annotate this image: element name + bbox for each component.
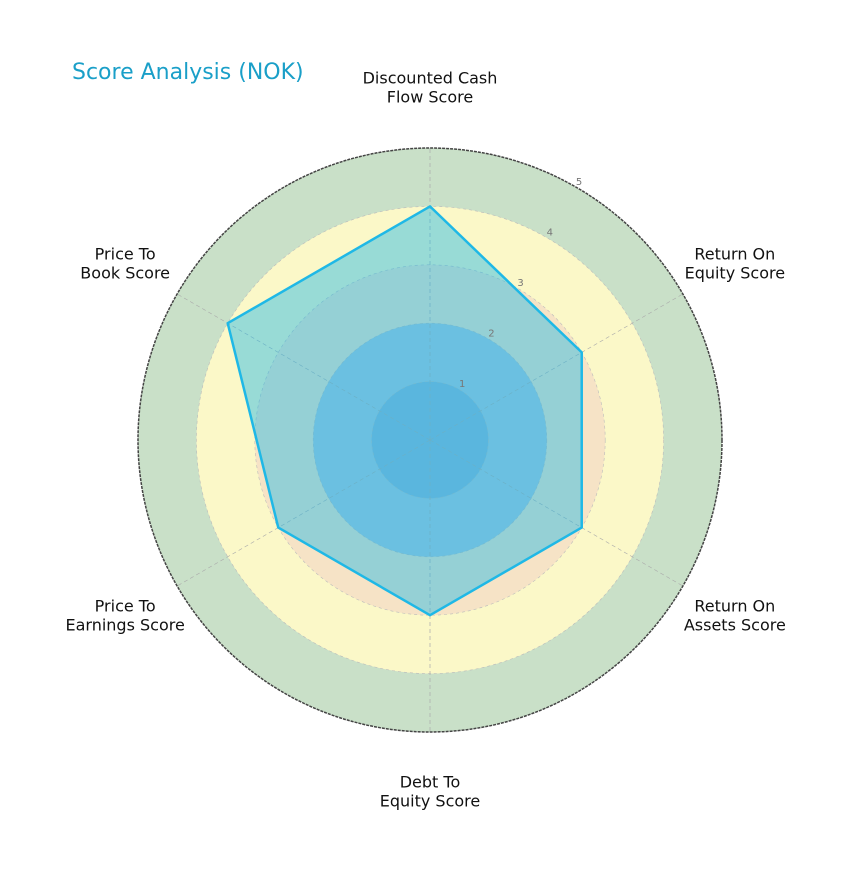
category-label: Return On Assets Score: [684, 596, 786, 634]
r-tick-label: 1: [459, 379, 465, 390]
r-tick-label: 4: [547, 228, 553, 239]
r-tick-label: 5: [576, 177, 582, 188]
chart-title: Score Analysis (NOK): [72, 60, 304, 85]
category-label: Discounted Cash Flow Score: [363, 68, 498, 106]
grid-circle: [254, 264, 606, 616]
category-label: Return On Equity Score: [685, 244, 786, 282]
r-tick-label: 3: [517, 278, 523, 289]
category-label: Debt To Equity Score: [380, 772, 481, 810]
category-label: Price To Earnings Score: [65, 596, 184, 634]
series-area: [226, 205, 583, 617]
r-tick-label: 2: [488, 329, 494, 340]
grid-circle: [312, 322, 548, 558]
category-label: Price To Book Score: [80, 244, 170, 282]
grid-circle: [137, 147, 723, 733]
